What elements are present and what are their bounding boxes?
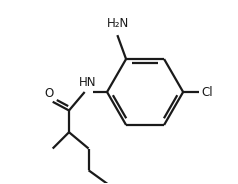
Text: HN: HN xyxy=(79,76,96,89)
Text: H₂N: H₂N xyxy=(107,17,129,30)
Text: Cl: Cl xyxy=(202,86,213,98)
Text: O: O xyxy=(44,87,53,100)
